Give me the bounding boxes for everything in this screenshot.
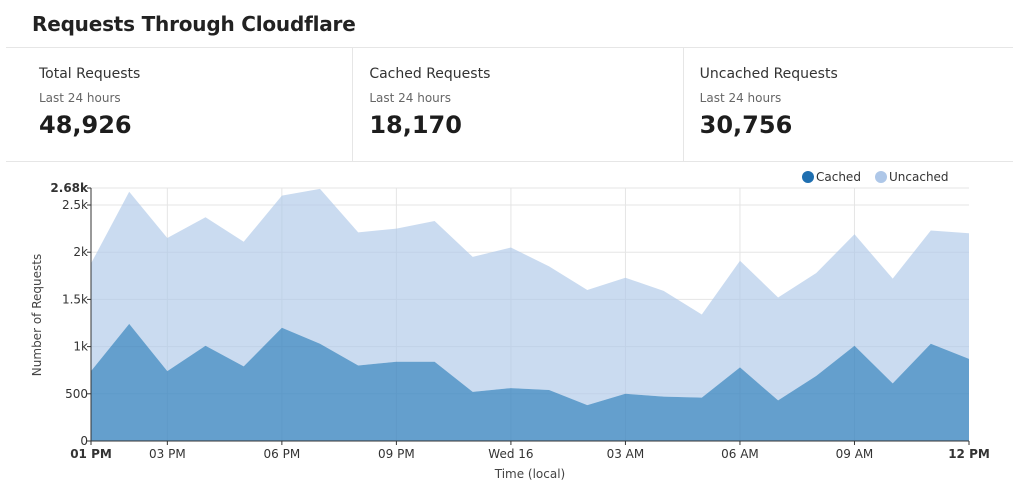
data-point-uncached[interactable] — [203, 214, 209, 220]
data-point-cached[interactable] — [584, 402, 590, 408]
data-point-uncached[interactable] — [126, 189, 132, 195]
data-point-uncached[interactable] — [890, 276, 896, 282]
data-point-cached[interactable] — [622, 391, 628, 397]
divider — [6, 161, 1013, 162]
data-point-uncached[interactable] — [966, 230, 972, 236]
y-tick-label: 1k — [73, 340, 88, 354]
stat-value: 18,170 — [369, 111, 462, 139]
data-point-cached[interactable] — [546, 387, 552, 393]
data-point-cached[interactable] — [851, 343, 857, 349]
data-point-cached[interactable] — [508, 385, 514, 391]
stat-period: Last 24 hours — [39, 91, 121, 105]
data-point-uncached[interactable] — [355, 229, 361, 235]
legend-label: Uncached — [889, 170, 949, 184]
y-tick-label: 1.5k — [62, 292, 88, 306]
data-point-cached[interactable] — [126, 321, 132, 327]
data-point-cached[interactable] — [661, 394, 667, 400]
requests-area-chart: 0 500 1k 1.5k 2k 2.5k 2.68k 01 PM 03 PM 06 PM 09 P… — [30, 170, 990, 481]
y-tick-label: 2k — [73, 245, 88, 259]
data-point-cached[interactable] — [279, 325, 285, 331]
page-title: Requests Through Cloudflare — [32, 12, 356, 36]
data-point-uncached[interactable] — [546, 263, 552, 269]
stat-period: Last 24 hours — [699, 91, 782, 105]
y-tick-label: 0 — [80, 434, 88, 448]
data-point-uncached[interactable] — [164, 235, 170, 241]
data-point-uncached[interactable] — [813, 270, 819, 276]
data-point-cached[interactable] — [203, 343, 209, 349]
x-tick-label: Wed 16 — [488, 447, 533, 461]
data-point-cached[interactable] — [317, 341, 323, 347]
data-point-cached[interactable] — [241, 363, 247, 369]
x-tick-label: 09 PM — [378, 447, 415, 461]
series-area-cached — [91, 323, 969, 441]
divider — [6, 47, 1013, 48]
legend-label: Cached — [816, 170, 861, 184]
data-point-uncached[interactable] — [737, 258, 743, 264]
x-tick-label: 06 PM — [264, 447, 301, 461]
data-point-uncached[interactable] — [661, 288, 667, 294]
data-point-uncached[interactable] — [279, 193, 285, 199]
data-point-uncached[interactable] — [470, 254, 476, 260]
data-point-uncached[interactable] — [241, 239, 247, 245]
data-point-uncached[interactable] — [851, 231, 857, 237]
data-point-cached[interactable] — [813, 373, 819, 379]
data-point-cached[interactable] — [432, 359, 438, 365]
data-point-cached[interactable] — [699, 395, 705, 401]
data-point-uncached[interactable] — [317, 186, 323, 192]
data-point-cached[interactable] — [966, 356, 972, 362]
legend-swatch-uncached — [875, 171, 887, 183]
data-point-cached[interactable] — [393, 359, 399, 365]
data-point-uncached[interactable] — [699, 312, 705, 318]
data-point-uncached[interactable] — [928, 227, 934, 233]
stat-total-requests: Total Requests Last 24 hours 48,926 — [6, 48, 352, 161]
x-tick-label: 09 AM — [836, 447, 874, 461]
stat-period: Last 24 hours — [369, 91, 451, 105]
data-point-uncached[interactable] — [432, 218, 438, 224]
stats-row: Total Requests Last 24 hours 48,926 Cach… — [6, 48, 1013, 161]
x-tick-label: 03 AM — [607, 447, 645, 461]
data-point-cached[interactable] — [737, 364, 743, 370]
data-point-cached[interactable] — [890, 380, 896, 386]
x-tick-label: 01 PM — [70, 447, 112, 461]
x-tick-label: 12 PM — [948, 447, 990, 461]
y-tick-label: 500 — [65, 387, 88, 401]
y-axis-label: Number of Requests — [30, 254, 44, 376]
series-area-uncached — [91, 188, 969, 406]
data-point-uncached[interactable] — [775, 295, 781, 301]
data-point-cached[interactable] — [928, 341, 934, 347]
x-axis-label: Time (local) — [494, 467, 566, 481]
data-point-cached[interactable] — [775, 397, 781, 403]
stat-label: Total Requests — [39, 66, 141, 82]
x-tick-label: 06 AM — [721, 447, 759, 461]
data-point-uncached[interactable] — [393, 226, 399, 232]
data-point-uncached[interactable] — [508, 244, 514, 250]
legend-swatch-cached — [802, 171, 814, 183]
data-point-uncached[interactable] — [584, 287, 590, 293]
stat-value: 48,926 — [39, 111, 132, 139]
stat-cached-requests: Cached Requests Last 24 hours 18,170 — [352, 48, 682, 161]
stat-label: Uncached Requests — [699, 66, 838, 82]
data-point-cached[interactable] — [355, 362, 361, 368]
data-point-uncached[interactable] — [622, 275, 628, 281]
stat-label: Cached Requests — [369, 66, 491, 82]
legend-item-cached[interactable]: Cached — [802, 170, 861, 184]
x-tick-label: 03 PM — [149, 447, 186, 461]
data-point-cached[interactable] — [470, 389, 476, 395]
stat-value: 30,756 — [699, 111, 793, 139]
y-tick-label: 2.68k — [50, 181, 89, 195]
data-point-cached[interactable] — [164, 368, 170, 374]
y-tick-label: 2.5k — [62, 198, 88, 212]
stat-uncached-requests: Uncached Requests Last 24 hours 30,756 — [682, 48, 1013, 161]
legend-item-uncached[interactable]: Uncached — [875, 170, 949, 184]
